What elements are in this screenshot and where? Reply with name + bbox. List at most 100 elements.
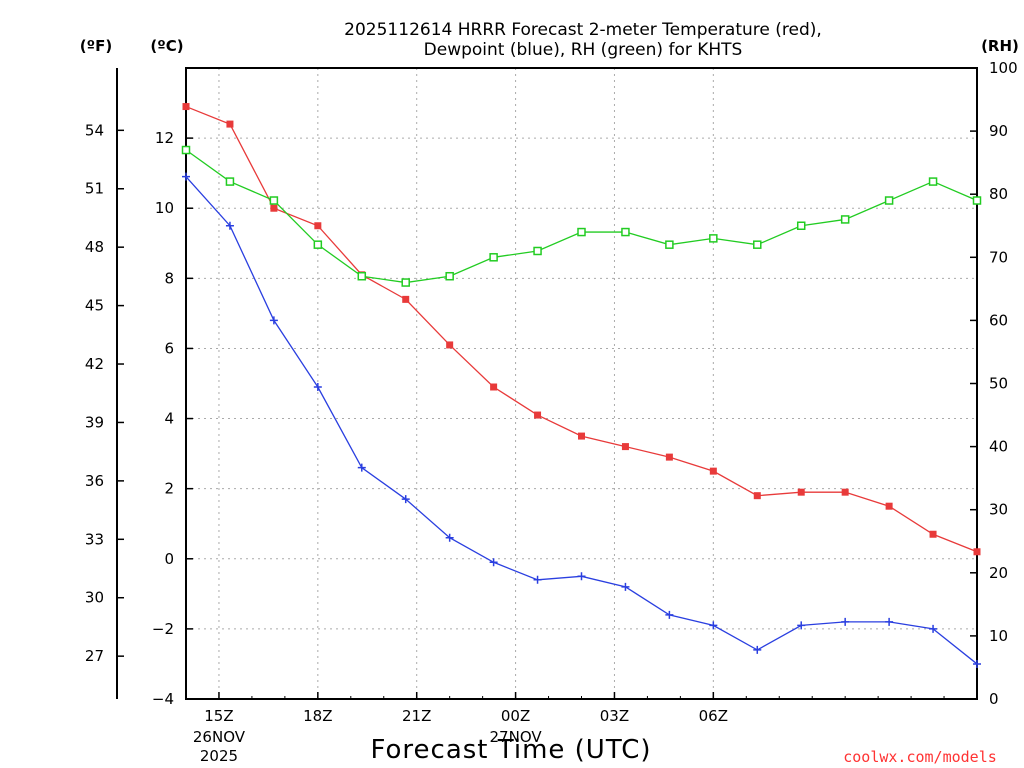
data-point <box>446 341 454 349</box>
tick-label-rh: 30 <box>989 501 1008 519</box>
data-point <box>841 488 849 496</box>
data-point <box>753 240 762 249</box>
data-point <box>534 411 542 419</box>
tick-label-celsius: 12 <box>155 129 174 147</box>
data-point <box>709 621 718 630</box>
tick-label-date: 26NOV <box>193 728 246 746</box>
data-point <box>401 495 410 504</box>
data-point <box>753 492 761 500</box>
tick-label-fahrenheit: 42 <box>85 355 104 373</box>
data-point <box>182 103 190 111</box>
tick-label-celsius: −4 <box>152 690 174 708</box>
data-point <box>225 221 234 230</box>
data-point <box>840 215 850 224</box>
data-point <box>269 196 279 205</box>
data-point <box>314 222 322 230</box>
tick-label-rh: 100 <box>989 59 1018 77</box>
data-point <box>533 246 542 256</box>
tick-label-celsius: 4 <box>164 410 174 428</box>
tick-label-fahrenheit: 36 <box>85 472 104 490</box>
tick-label-fahrenheit: 48 <box>85 238 104 256</box>
tick-label-fahrenheit: 30 <box>85 589 104 607</box>
data-point <box>753 645 762 654</box>
tick-label-rh: 70 <box>989 248 1008 266</box>
series-rh <box>181 145 982 287</box>
data-point <box>401 278 410 287</box>
tick-label-celsius: 8 <box>164 269 174 287</box>
tick-label-celsius: 10 <box>155 199 174 217</box>
data-point <box>929 624 938 633</box>
celsius-unit-label: (ºC) <box>150 37 183 55</box>
tick-label-time: 06Z <box>699 707 728 725</box>
credit-text: coolwx.com/models <box>843 748 997 766</box>
data-point <box>665 610 674 619</box>
data-point <box>445 533 454 542</box>
tick-label-celsius: 2 <box>164 480 174 498</box>
data-point <box>796 221 806 230</box>
tick-label-rh: 0 <box>989 690 999 708</box>
data-point <box>709 234 718 243</box>
series-layer <box>181 103 982 668</box>
data-point <box>841 617 850 626</box>
series-2-meter-temperature <box>182 103 981 556</box>
tick-label-time: 18Z <box>303 707 332 725</box>
data-point <box>621 227 630 237</box>
tick-label-time: 15Z <box>204 707 233 725</box>
tick-label-year: 2025 <box>200 747 238 765</box>
tick-label-fahrenheit: 54 <box>85 121 104 139</box>
tick-label-rh: 60 <box>989 311 1008 329</box>
x-axis-label: Forecast Time (UTC) <box>370 735 651 765</box>
data-point <box>797 488 805 496</box>
data-point <box>709 467 717 475</box>
rh-unit-label: (RH) <box>981 37 1019 55</box>
data-point <box>577 227 586 237</box>
tick-label-fahrenheit: 45 <box>85 297 104 315</box>
data-point <box>884 196 894 205</box>
data-point <box>577 572 586 581</box>
series-line <box>185 176 978 665</box>
data-point <box>357 271 367 281</box>
tick-label-celsius: 0 <box>164 550 174 568</box>
chart-title-line1: 2025112614 HRRR Forecast 2-meter Tempera… <box>344 20 822 40</box>
data-point <box>226 120 234 128</box>
data-point <box>885 617 894 626</box>
data-point <box>621 443 629 451</box>
tick-label-rh: 80 <box>989 185 1008 203</box>
series-dewpoint <box>182 172 981 668</box>
data-point <box>225 177 235 186</box>
tick-label-time: 00Z <box>501 707 530 725</box>
tick-label-rh: 40 <box>989 438 1008 456</box>
data-point <box>270 204 278 212</box>
data-point <box>797 621 806 630</box>
tick-label-fahrenheit: 51 <box>85 180 104 198</box>
axis-ticks: −4 −2 0 2 4 6 8 10 12 27 30 33 36 39 42 45 48 51 54 0 10 20 30… <box>85 59 1018 765</box>
tick-label-rh: 90 <box>989 122 1008 140</box>
data-point <box>973 659 981 668</box>
data-point <box>402 295 410 303</box>
chart-title-line2: Dewpoint (blue), RH (green) for KHTS <box>424 40 743 60</box>
data-point <box>489 558 498 567</box>
data-point <box>445 271 454 281</box>
data-point <box>665 453 673 461</box>
data-point <box>973 548 981 556</box>
grid-lines <box>186 68 977 700</box>
fahrenheit-unit-label: (ºF) <box>80 37 112 55</box>
data-point <box>929 530 937 538</box>
data-point <box>182 172 190 181</box>
tick-label-rh: 20 <box>989 564 1008 582</box>
data-point <box>533 575 542 584</box>
data-point <box>490 383 498 391</box>
tick-label-rh: 10 <box>989 627 1008 645</box>
data-point <box>578 432 585 440</box>
series-line <box>185 105 978 553</box>
tick-label-fahrenheit: 33 <box>85 530 104 548</box>
data-point <box>928 177 938 186</box>
plot-frame <box>185 67 978 700</box>
tick-label-fahrenheit: 39 <box>85 413 104 431</box>
data-point <box>621 582 630 591</box>
data-point <box>357 463 366 472</box>
data-point <box>269 316 278 325</box>
tick-label-date: 27NOV <box>490 728 543 746</box>
tick-label-time: 21Z <box>402 707 431 725</box>
